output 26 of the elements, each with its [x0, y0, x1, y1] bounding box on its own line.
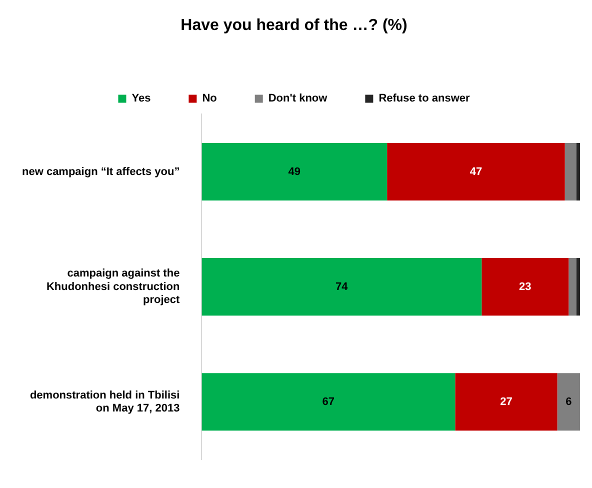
legend-label: Don't know: [268, 92, 328, 105]
bar: [202, 373, 456, 431]
y-tick-label: demonstration held in Tbilisi on May 17, 2013: [30, 389, 180, 414]
legend-label: Refuse to answer: [378, 92, 470, 105]
data-label: 67: [322, 396, 335, 408]
bar: [568, 258, 576, 316]
bar: [576, 258, 580, 316]
data-label: 74: [336, 280, 349, 293]
legend-label: No: [202, 92, 218, 105]
chart-title: Have you heard of the …? (%): [180, 17, 408, 34]
data-label: 23: [519, 280, 532, 293]
y-tick-label: campaign against the Khudonhesi construction project: [46, 268, 180, 306]
bar: [455, 373, 558, 431]
bar: [387, 142, 565, 200]
legend-label: Yes: [132, 92, 151, 105]
bar: [482, 258, 569, 316]
data-label: 27: [500, 396, 512, 408]
bar: [202, 142, 388, 200]
bar: [564, 142, 576, 200]
data-label: 6: [566, 396, 572, 408]
data-label: 47: [470, 166, 482, 178]
bar: [576, 142, 580, 200]
y-tick-label: new campaign “It affects you”: [22, 166, 180, 178]
data-label: 49: [288, 166, 301, 178]
bar: [557, 373, 580, 431]
bar: [202, 258, 482, 316]
